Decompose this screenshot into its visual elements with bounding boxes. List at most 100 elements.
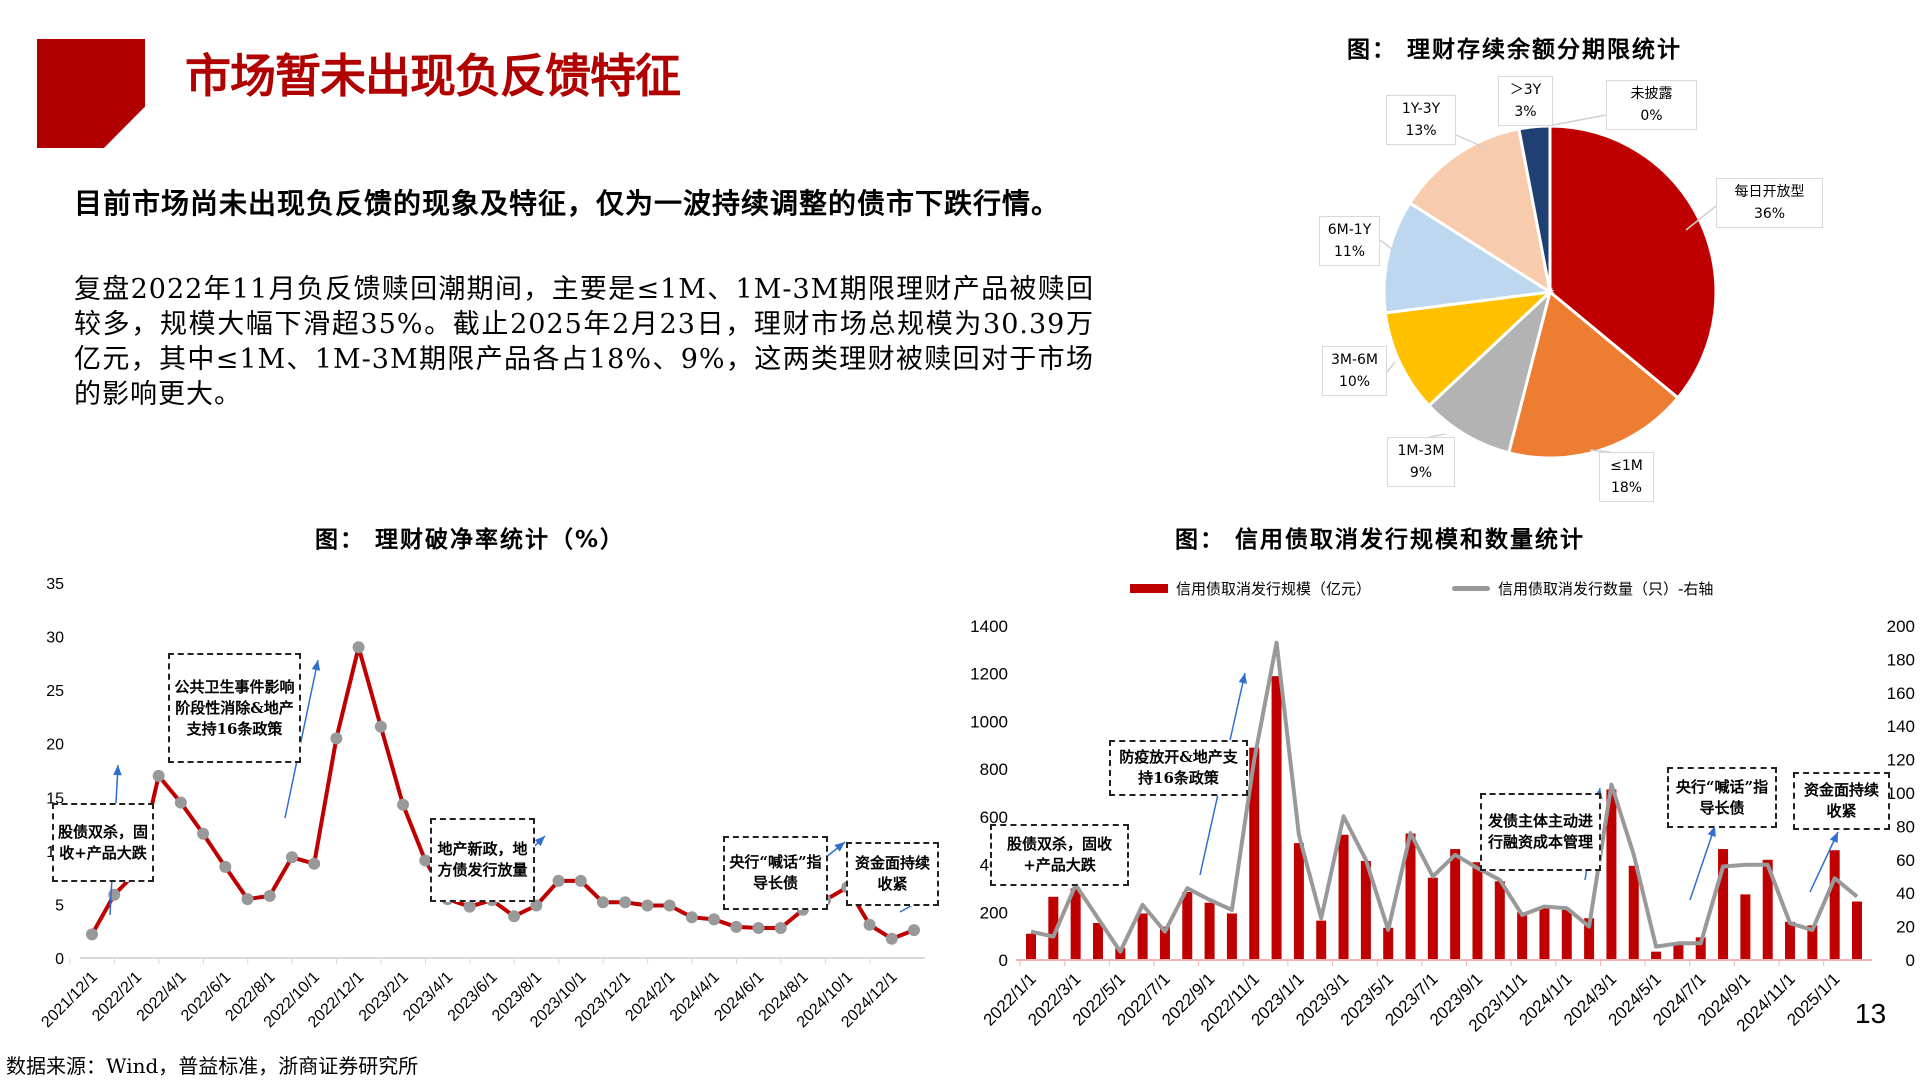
pie-label-value: 3% (1514, 104, 1537, 120)
y-tick-label: 1000 (970, 712, 1008, 731)
annotation-box: 防疫放开&地产支持16条政策 (1109, 740, 1248, 796)
y-tick-label: 25 (46, 683, 64, 700)
legend-item-scale: 信用债取消发行规模（亿元） (1130, 578, 1371, 599)
annotation-arrow (1689, 825, 1716, 901)
arrow-head-icon (113, 765, 122, 776)
data-point (708, 913, 721, 926)
bar (1316, 920, 1327, 960)
line-chart: 051015202530352021/12/12022/2/12022/4/12… (38, 576, 928, 1031)
data-point (752, 922, 765, 934)
arrow-head-icon (311, 660, 321, 671)
pie-leader-line (1552, 114, 1607, 126)
data-point (197, 827, 210, 840)
pie-label-undisclosed: 未披露 0% (1606, 80, 1697, 130)
legend-label: 信用债取消发行数量（只）-右轴 (1498, 580, 1714, 598)
data-point (174, 796, 187, 809)
bar (1762, 859, 1773, 960)
data-point (596, 896, 609, 909)
y2-tick-label: 100 (1887, 784, 1915, 803)
pie-slice (1382, 200, 1555, 315)
bar (1829, 850, 1840, 960)
data-point (330, 732, 343, 745)
bar (1561, 909, 1572, 960)
arrow-head-icon (1829, 832, 1838, 843)
pie-label-value: 11% (1333, 244, 1366, 260)
count-line (1030, 640, 1859, 954)
page-number: 13 (1855, 998, 1887, 1029)
bar (1338, 834, 1349, 960)
pie-label-1y-3y: 1Y-3Y 13% (1386, 95, 1456, 145)
pie-slice (1517, 124, 1552, 293)
data-point (552, 874, 565, 887)
bar (1204, 902, 1215, 960)
data-point (86, 928, 98, 941)
bar (1651, 951, 1662, 960)
data-point (885, 932, 898, 945)
bar (1159, 926, 1170, 960)
data-point (641, 899, 654, 912)
bar (1115, 948, 1126, 960)
y-tick-label: 0 (999, 951, 1008, 970)
pie-label-name: ＞3Y (1509, 82, 1542, 98)
data-point (108, 888, 121, 901)
bar (1718, 849, 1729, 960)
data-source: 数据来源：Wind，普益标准，浙商证券研究所 (6, 1054, 419, 1078)
bar (1360, 860, 1371, 960)
pie-label-value: 9% (1409, 465, 1433, 481)
bar (1271, 676, 1282, 960)
data-point (908, 924, 920, 937)
data-point (774, 922, 787, 934)
pie-label-3y-plus: ＞3Y 3% (1498, 76, 1553, 126)
pie-label-value: 36% (1753, 206, 1786, 222)
y2-tick-label: 140 (1887, 717, 1915, 736)
annotation-box: 公共卫生事件影响阶段性消除&地产支持16条政策 (168, 653, 301, 763)
data-point (619, 896, 632, 909)
data-point (219, 860, 232, 873)
data-point (263, 889, 276, 902)
pie-leader-line (1379, 239, 1394, 251)
y-tick-label: 1400 (970, 617, 1008, 636)
pie-label-1m: ≤1M 18% (1599, 452, 1654, 502)
pie-label-name: 3M-6M (1330, 352, 1379, 368)
body-paragraph: 复盘2022年11月负反馈赎回潮期间，主要是≤1M、1M-3M期限理财产品被赎回… (74, 274, 1094, 410)
data-point (152, 769, 165, 782)
pie-label-6m-1y: 6M-1Y 11% (1319, 216, 1380, 266)
pie-slice (1383, 289, 1555, 408)
bar (1293, 843, 1304, 960)
y-tick-label: 30 (46, 630, 64, 647)
annotation-arrow (284, 659, 319, 819)
bar (1383, 927, 1394, 960)
bar (1450, 849, 1461, 960)
pie-chart-title: 图： 理财存续余额分期限统计 (1347, 37, 1683, 63)
bar (1182, 892, 1193, 960)
pie-leader-line (1589, 449, 1611, 453)
annotation-box: 股债双杀，固收+产品大跌 (52, 803, 154, 882)
bar (1137, 913, 1148, 960)
data-point (508, 910, 521, 923)
pie-slice (1506, 289, 1681, 460)
data-point (397, 798, 410, 811)
pie-label-value: 18% (1610, 480, 1643, 496)
pie-leader-line (1455, 134, 1491, 151)
pie-label-value: 0% (1640, 108, 1663, 124)
bar (1539, 907, 1550, 960)
legend-item-count: 信用债取消发行数量（只）-右轴 (1452, 578, 1713, 599)
pie-label-name: 1M-3M (1397, 443, 1445, 459)
bar (1695, 937, 1706, 960)
legend-swatch (1130, 584, 1168, 593)
data-point (463, 900, 476, 913)
annotation-box: 股债双杀，固收+产品大跌 (990, 824, 1129, 886)
pie-label-name: 每日开放型 (1734, 184, 1805, 200)
y2-tick-label: 160 (1887, 684, 1915, 703)
arrow-head-icon (534, 836, 545, 847)
bar (1427, 877, 1438, 960)
pie-label-3m-6m: 3M-6M 10% (1322, 346, 1387, 396)
y-tick-label: 800 (980, 760, 1008, 779)
bar-chart-title: 图： 信用债取消发行规模和数量统计 (1175, 527, 1586, 553)
pie-slice (1426, 287, 1553, 455)
pie-label-name: 1Y-3Y (1401, 101, 1441, 117)
pie-chart (1379, 114, 1718, 460)
y2-tick-label: 80 (1896, 817, 1915, 836)
lead-paragraph: 目前市场尚未出现负反馈的现象及特征，仅为一波持续调整的债市下跌行情。 (74, 187, 1061, 220)
y2-tick-label: 0 (1906, 951, 1915, 970)
